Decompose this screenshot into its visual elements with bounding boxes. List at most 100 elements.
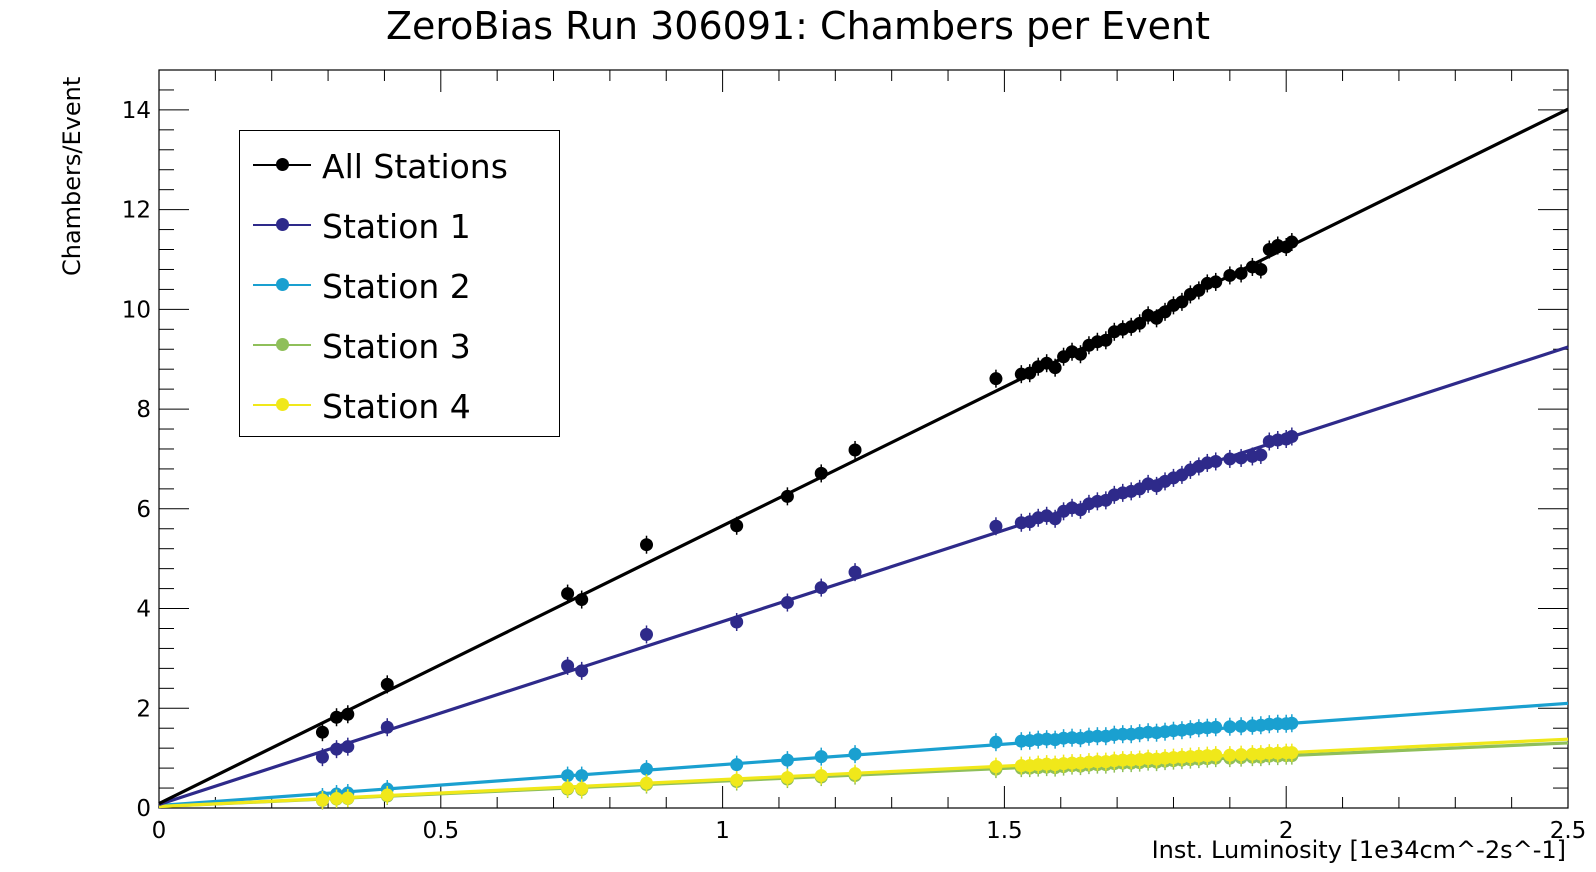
legend-marker — [276, 278, 289, 291]
data-point — [1048, 512, 1062, 526]
y-tick-label: 4 — [136, 597, 151, 623]
data-point — [1209, 748, 1223, 762]
data-point — [1223, 452, 1237, 466]
legend-marker — [276, 218, 289, 231]
data-point — [848, 443, 862, 457]
data-point — [1254, 262, 1268, 276]
y-tick-label: 14 — [122, 98, 151, 124]
legend-label: Station 2 — [322, 267, 471, 306]
data-point — [1234, 266, 1248, 280]
data-point — [1285, 746, 1299, 760]
data-point — [315, 725, 329, 739]
data-point — [1285, 430, 1299, 444]
fit-line — [158, 701, 1569, 808]
data-point — [848, 767, 862, 781]
data-point — [561, 769, 575, 783]
data-point — [315, 793, 329, 807]
legend-item-station-1: Station 1 — [240, 205, 559, 246]
data-point — [575, 664, 589, 678]
data-point — [561, 659, 575, 673]
x-tick-label: 1 — [715, 818, 730, 844]
data-point — [315, 750, 329, 764]
data-point — [730, 758, 744, 772]
data-point — [814, 581, 828, 595]
data-point — [1209, 275, 1223, 289]
legend-marker — [276, 338, 289, 351]
data-point — [1209, 720, 1223, 734]
data-point — [989, 735, 1003, 749]
data-point — [814, 769, 828, 783]
data-point — [1223, 748, 1237, 762]
legend-label: Station 3 — [322, 327, 471, 366]
fit-line — [158, 737, 1569, 809]
data-point — [848, 747, 862, 761]
y-tick-label: 2 — [136, 696, 151, 722]
plot-frame — [158, 69, 1569, 809]
data-point — [1073, 347, 1087, 361]
y-tick-label: 6 — [136, 497, 151, 523]
data-point — [640, 776, 654, 790]
data-point — [1234, 748, 1248, 762]
data-point — [380, 677, 394, 691]
y-tick-label: 8 — [136, 397, 151, 423]
legend-item-station-3: Station 3 — [240, 325, 559, 366]
data-point — [640, 627, 654, 641]
data-point — [330, 742, 344, 756]
data-point — [780, 596, 794, 610]
x-tick-label: 2 — [1279, 818, 1294, 844]
data-point — [989, 519, 1003, 533]
data-point — [1133, 316, 1147, 330]
data-point — [989, 760, 1003, 774]
data-point — [380, 788, 394, 802]
data-point — [730, 615, 744, 629]
legend-item-station-4: Station 4 — [240, 385, 559, 426]
y-tick-label: 12 — [122, 198, 151, 224]
series-4 — [158, 737, 1569, 810]
data-point — [814, 750, 828, 764]
x-axis-label: Inst. Luminosity [1e34cm^-2s^-1] — [1151, 836, 1566, 864]
data-point — [575, 769, 589, 783]
data-point — [330, 792, 344, 806]
data-point — [1048, 361, 1062, 375]
legend-label: All Stations — [322, 147, 508, 186]
data-point — [1254, 448, 1268, 462]
data-point — [814, 466, 828, 480]
y-axis-label: Chambers/Event — [58, 76, 86, 276]
legend-item-station-2: Station 2 — [240, 265, 559, 306]
data-point — [575, 782, 589, 796]
legend-item-all-stations: All Stations — [240, 145, 559, 186]
data-point — [1285, 235, 1299, 249]
x-tick-label: 2.5 — [1550, 818, 1587, 844]
data-point — [1234, 719, 1248, 733]
y-tick-label: 0 — [136, 796, 151, 822]
data-point — [1099, 333, 1113, 347]
data-point — [730, 519, 744, 533]
data-point — [561, 781, 575, 795]
data-point — [780, 489, 794, 503]
x-tick-label: 1.5 — [986, 818, 1023, 844]
data-point — [330, 710, 344, 724]
chart-title: ZeroBias Run 306091: Chambers per Event — [385, 4, 1211, 48]
fit-line — [158, 107, 1569, 805]
data-point — [1285, 716, 1299, 730]
legend-label: Station 1 — [322, 207, 471, 246]
data-point — [730, 773, 744, 787]
legend-marker — [276, 398, 289, 411]
data-point — [1223, 720, 1237, 734]
data-point — [1175, 295, 1189, 309]
legend: All Stations Station 1 Station 2 Station… — [239, 130, 560, 437]
data-point — [1234, 451, 1248, 465]
data-point — [575, 593, 589, 607]
data-point — [780, 753, 794, 767]
data-point — [561, 587, 575, 601]
data-point — [780, 771, 794, 785]
legend-label: Station 4 — [322, 387, 471, 426]
data-point — [1209, 454, 1223, 468]
data-point — [989, 372, 1003, 386]
series-0 — [158, 107, 1569, 805]
data-point — [848, 565, 862, 579]
data-point — [341, 740, 355, 754]
data-point — [380, 720, 394, 734]
fit-line — [158, 345, 1569, 807]
